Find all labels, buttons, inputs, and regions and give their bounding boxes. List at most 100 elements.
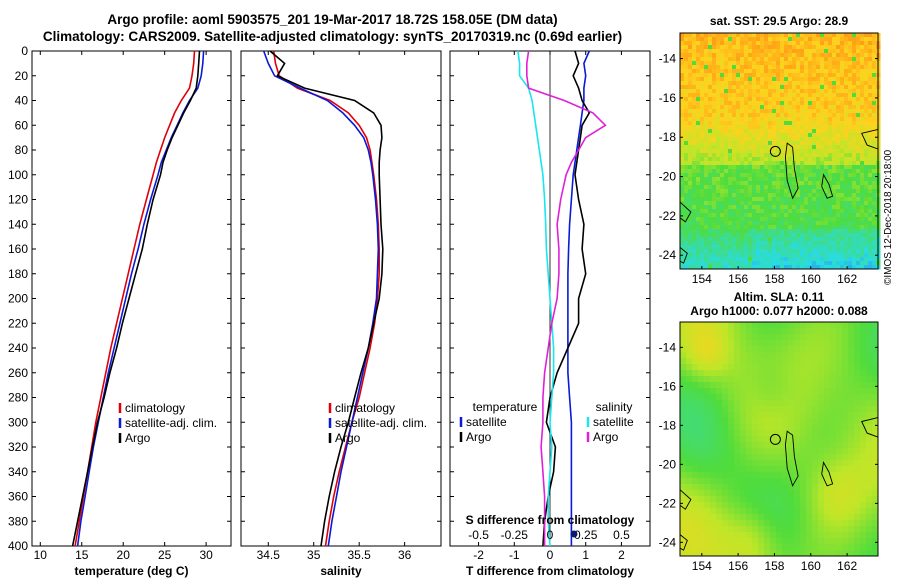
map-cell <box>800 233 805 238</box>
map-cell <box>732 237 737 242</box>
map-cell <box>736 145 741 150</box>
map-cell <box>688 177 693 182</box>
map-cell <box>844 109 849 114</box>
map-cell <box>860 400 867 407</box>
map-cell <box>782 538 789 545</box>
map-cell <box>872 550 879 557</box>
map-cell <box>800 69 805 74</box>
map-cell <box>866 532 873 539</box>
map-cell <box>776 532 783 539</box>
map-cell <box>768 165 773 170</box>
map-cell <box>708 49 713 54</box>
map-cell <box>692 376 699 383</box>
map-cell <box>712 69 717 74</box>
map-cell <box>844 45 849 50</box>
map-cell <box>692 101 697 106</box>
map-cell <box>752 125 757 130</box>
map-cell <box>746 430 753 437</box>
map-cell <box>692 81 697 86</box>
map-cell <box>748 145 753 150</box>
map-cell <box>686 532 693 539</box>
map-cell <box>830 322 837 329</box>
map-cell <box>776 538 783 545</box>
map-cell <box>756 65 761 70</box>
map-cell <box>806 520 813 527</box>
map-cell <box>872 340 879 347</box>
map-cell <box>764 233 769 238</box>
map-cell <box>748 57 753 62</box>
map-cell <box>752 400 759 407</box>
map-cell <box>780 225 785 230</box>
map-cell <box>710 388 717 395</box>
map-cell <box>784 57 789 62</box>
map-cell <box>708 117 713 122</box>
map-cell <box>804 149 809 154</box>
map-cell <box>710 532 717 539</box>
map-cell <box>768 141 773 146</box>
map-cell <box>794 484 801 491</box>
map-cell <box>744 261 749 266</box>
map-cell <box>806 322 813 329</box>
map-cell <box>752 225 757 230</box>
map-cell <box>832 85 837 90</box>
map-cell <box>830 496 837 503</box>
map-cell <box>828 205 833 210</box>
map-cell <box>792 245 797 250</box>
map-cell <box>712 233 717 238</box>
map-cell <box>692 157 697 162</box>
map-cell <box>796 213 801 218</box>
map-cell <box>770 454 777 461</box>
map-cell <box>698 376 705 383</box>
map-cell <box>854 520 861 527</box>
map-cell <box>776 33 781 38</box>
map-cell <box>872 442 879 449</box>
map-cell <box>836 129 841 134</box>
map-cell <box>842 520 849 527</box>
map-cell <box>872 93 877 98</box>
map-cell <box>824 61 829 66</box>
map-cell <box>708 265 713 270</box>
map-cell <box>692 241 697 246</box>
map-cell <box>792 233 797 238</box>
map-cell <box>704 436 711 443</box>
map-cell <box>830 520 837 527</box>
map-cell <box>746 424 753 431</box>
map-cell <box>852 209 857 214</box>
map-cell <box>856 45 861 50</box>
map-cell <box>712 73 717 78</box>
map-cell <box>736 249 741 254</box>
map-cell <box>828 149 833 154</box>
map-cell <box>824 454 831 461</box>
map-cell <box>820 117 825 122</box>
map-cell <box>836 213 841 218</box>
map-cell <box>756 77 761 82</box>
map-cell <box>856 177 861 182</box>
map-cell <box>768 173 773 178</box>
map-cell <box>860 129 865 134</box>
map-cell <box>836 81 841 86</box>
map-cell <box>812 364 819 371</box>
map-cell <box>812 181 817 186</box>
map-cell <box>758 382 765 389</box>
map-cell <box>852 197 857 202</box>
map-cell <box>788 101 793 106</box>
map-cell <box>804 125 809 130</box>
map-cell <box>856 189 861 194</box>
map-cell <box>848 193 853 198</box>
map-cell <box>764 161 769 166</box>
map-cell <box>794 424 801 431</box>
map-cell <box>832 77 837 82</box>
map-cell <box>728 217 733 222</box>
map-cell <box>700 177 705 182</box>
map-cell <box>854 472 861 479</box>
map-cell <box>824 49 829 54</box>
map-cell <box>752 69 757 74</box>
map-cell <box>760 181 765 186</box>
map-cell <box>796 117 801 122</box>
map-cell <box>848 77 853 82</box>
map-cell <box>868 185 873 190</box>
map-cell <box>756 217 761 222</box>
map-cell <box>764 412 771 419</box>
map-cell <box>818 406 825 413</box>
map-cell <box>764 352 771 359</box>
